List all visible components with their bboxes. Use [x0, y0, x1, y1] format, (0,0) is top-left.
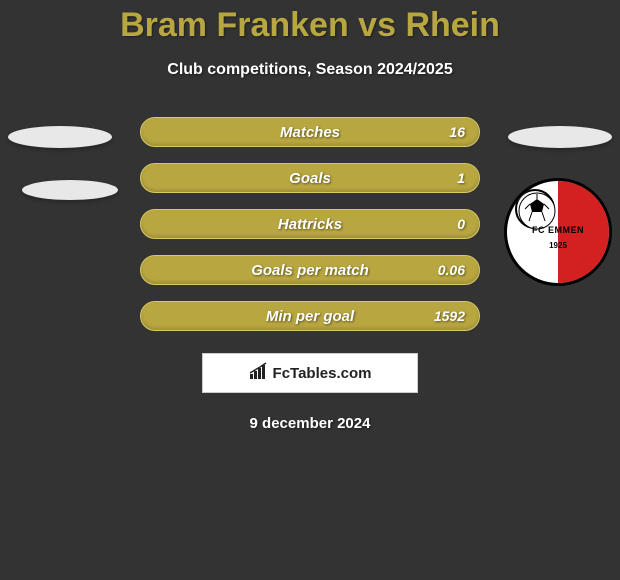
stat-row-goals-per-match: Goals per match 0.06 [140, 255, 480, 285]
stat-value: 0 [457, 216, 465, 232]
player-placeholder-right-1 [508, 126, 612, 148]
date-label: 9 december 2024 [0, 415, 620, 432]
club-logo-year: 1925 [507, 241, 609, 250]
brand-attribution[interactable]: FcTables.com [202, 353, 418, 393]
club-logo: FC EMMEN 1925 [504, 178, 612, 286]
brand-text: FcTables.com [273, 365, 372, 382]
stat-label: Hattricks [141, 216, 479, 233]
page-title: Bram Franken vs Rhein [0, 0, 620, 45]
stat-value: 1 [457, 170, 465, 186]
stat-label: Matches [141, 124, 479, 141]
soccer-ball-icon [515, 189, 555, 229]
club-logo-name: FC EMMEN [507, 225, 609, 235]
stat-value: 16 [449, 124, 465, 140]
bar-chart-icon [249, 362, 269, 385]
stat-row-goals: Goals 1 [140, 163, 480, 193]
player-placeholder-left-1 [8, 126, 112, 148]
stat-row-matches: Matches 16 [140, 117, 480, 147]
stat-label: Goals [141, 170, 479, 187]
club-logo-inner: FC EMMEN 1925 [507, 181, 609, 283]
stat-value: 0.06 [438, 262, 465, 278]
subtitle: Club competitions, Season 2024/2025 [0, 61, 620, 79]
stat-label: Goals per match [141, 262, 479, 279]
stat-row-min-per-goal: Min per goal 1592 [140, 301, 480, 331]
player-placeholder-left-2 [22, 180, 118, 200]
stat-value: 1592 [434, 308, 465, 324]
stat-label: Min per goal [141, 308, 479, 325]
stat-row-hattricks: Hattricks 0 [140, 209, 480, 239]
